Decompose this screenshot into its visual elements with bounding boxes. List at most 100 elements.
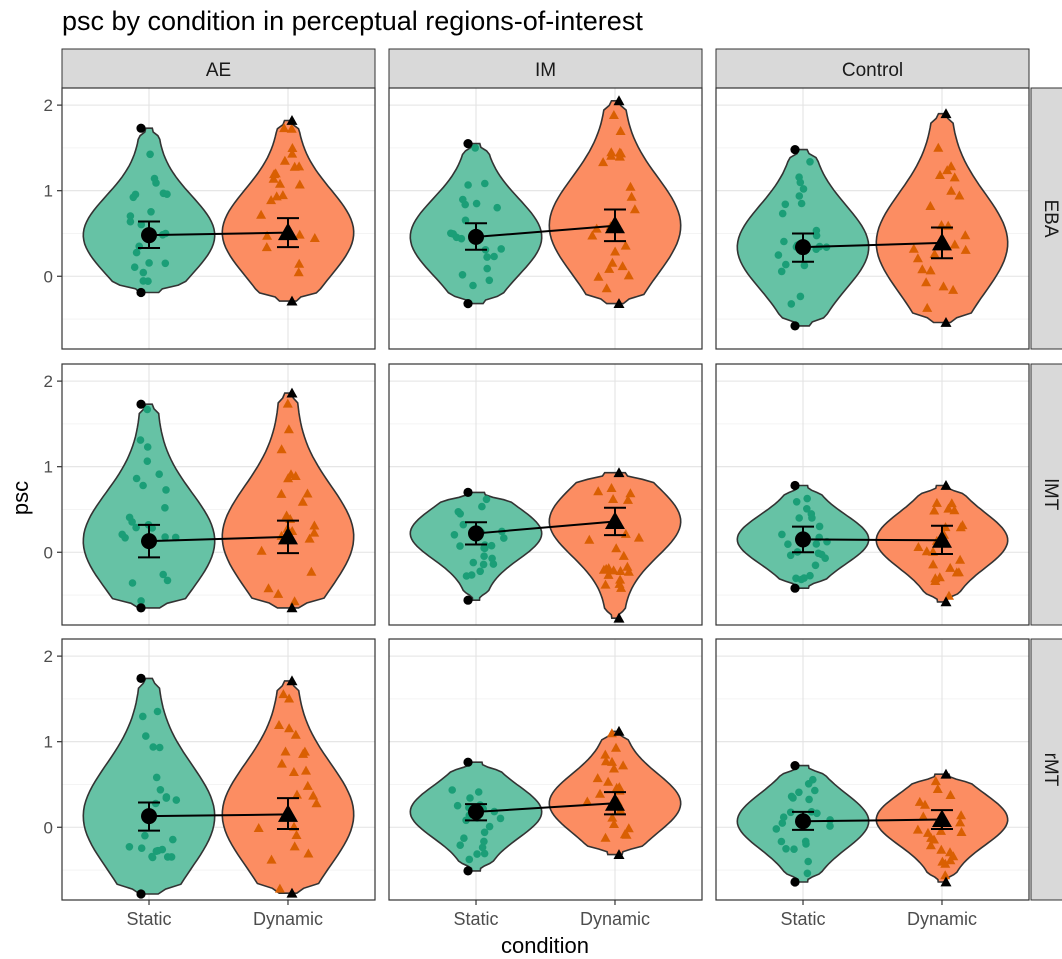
point-static — [139, 277, 148, 285]
point-dynamic — [946, 161, 957, 171]
point-static — [459, 195, 467, 204]
mean-line — [475, 802, 616, 813]
point-dynamic — [595, 788, 605, 798]
point-extreme — [286, 295, 298, 306]
point-static — [787, 792, 796, 801]
point-extreme — [463, 487, 473, 497]
y-tick-label: 1 — [44, 733, 53, 752]
mean-marker-static — [468, 525, 485, 542]
point-dynamic — [279, 123, 290, 133]
point-static — [167, 853, 176, 861]
point-extreme — [136, 603, 146, 613]
mean-line — [148, 231, 289, 237]
point-dynamic — [598, 564, 609, 574]
point-static — [118, 530, 126, 539]
point-dynamic — [626, 191, 637, 201]
panel-im-rmt — [388, 638, 703, 901]
panel-border — [715, 363, 1030, 626]
panel-ae-lmt — [61, 363, 376, 626]
point-static — [812, 540, 821, 548]
point-dynamic — [299, 746, 310, 756]
panels-layer: AE IM Control EBA lMT rMT 0 1 2 0 1 2 0 1 2 Static Dynam… — [44, 48, 1062, 929]
panel-border — [61, 363, 376, 626]
point-dynamic — [587, 230, 598, 240]
point-static — [150, 174, 159, 183]
violin-dynamic — [548, 100, 682, 305]
point-dynamic — [277, 190, 288, 200]
point-dynamic — [930, 776, 941, 786]
y-tick-label: 0 — [44, 543, 53, 562]
mean-marker-dynamic — [277, 222, 298, 241]
point-static — [456, 510, 465, 518]
point-static — [137, 220, 146, 229]
point-dynamic — [615, 574, 626, 584]
point-static — [481, 179, 489, 188]
point-extreme — [136, 123, 146, 133]
point-dynamic — [943, 503, 954, 513]
facet-strip-im — [388, 48, 703, 89]
point-dynamic — [623, 823, 634, 833]
point-static — [821, 554, 829, 562]
point-static — [450, 531, 459, 539]
point-static — [447, 229, 455, 238]
point-static — [814, 549, 823, 558]
point-dynamic — [276, 488, 287, 498]
point-static — [806, 571, 814, 580]
panel-border — [388, 363, 703, 626]
point-static — [488, 554, 496, 563]
facet-strip-control — [715, 48, 1030, 89]
point-dynamic — [618, 550, 629, 560]
point-static — [148, 852, 156, 861]
point-dynamic — [274, 883, 285, 893]
panel-ae-eba — [61, 87, 376, 350]
point-dynamic — [929, 505, 940, 515]
point-static — [142, 732, 150, 740]
point-dynamic — [949, 505, 960, 515]
point-dynamic — [621, 829, 632, 839]
point-extreme — [613, 467, 625, 478]
point-dynamic — [584, 534, 595, 544]
point-dynamic — [600, 832, 611, 842]
point-extreme — [940, 596, 952, 607]
point-static — [480, 828, 489, 837]
point-static — [487, 541, 496, 550]
point-dynamic — [280, 746, 291, 756]
point-dynamic — [610, 246, 621, 256]
point-extreme — [613, 849, 625, 859]
point-dynamic — [956, 827, 967, 836]
point-static — [149, 743, 157, 751]
point-dynamic — [633, 532, 644, 542]
point-static — [460, 834, 468, 842]
point-dynamic — [266, 854, 277, 864]
point-dynamic — [925, 840, 936, 850]
point-static — [782, 845, 790, 853]
point-static — [143, 457, 152, 466]
mean-marker-static — [468, 228, 485, 245]
point-dynamic — [279, 155, 290, 165]
point-dynamic — [925, 265, 936, 275]
violin-dynamic — [221, 119, 355, 302]
point-static — [811, 786, 819, 795]
point-extreme — [136, 673, 146, 684]
point-static — [799, 185, 808, 193]
point-extreme — [286, 675, 298, 686]
point-dynamic — [617, 261, 628, 271]
point-static — [493, 203, 502, 212]
point-static — [803, 494, 811, 503]
mean-line — [475, 224, 616, 238]
point-extreme — [286, 602, 298, 613]
point-extreme — [286, 387, 298, 398]
point-static — [480, 849, 489, 858]
point-static — [456, 841, 465, 849]
panel-im-eba — [388, 87, 703, 350]
point-static — [796, 178, 805, 187]
point-extreme — [940, 876, 952, 887]
point-static — [485, 276, 494, 285]
facet-label-im: IM — [535, 60, 556, 81]
point-dynamic — [929, 249, 940, 258]
point-dynamic — [938, 281, 949, 291]
point-dynamic — [918, 811, 929, 821]
point-dynamic — [278, 689, 289, 699]
point-static — [777, 267, 786, 276]
